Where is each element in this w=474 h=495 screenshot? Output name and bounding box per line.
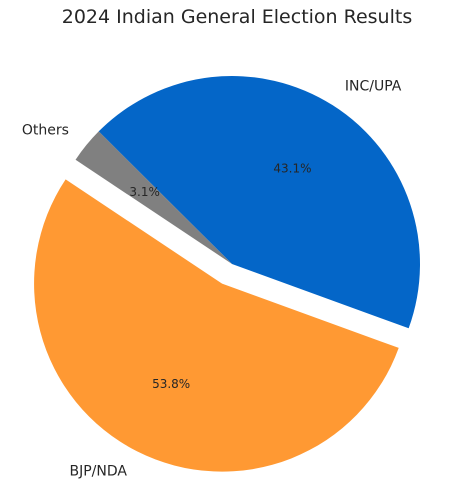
slice-label-others: Others (22, 123, 69, 139)
slice-value-bjp-nda: 53.8% (152, 377, 190, 391)
slice-value-inc-upa: 43.1% (273, 161, 311, 175)
slice-label-bjp-nda: BJP/NDA (70, 464, 128, 480)
chart-title: 2024 Indian General Election Results (62, 6, 412, 28)
pie-slice-others (75, 131, 233, 264)
slice-value-others: 3.1% (129, 185, 160, 199)
slice-label-inc-upa: INC/UPA (345, 78, 402, 94)
pie-labels: INC/UPA 43.1% Others 3.1% BJP/NDA 53.8% (22, 78, 402, 479)
pie-slice-inc-upa (98, 75, 421, 329)
pie-slices (34, 75, 421, 472)
pie-slice-bjp-nda (34, 179, 399, 472)
